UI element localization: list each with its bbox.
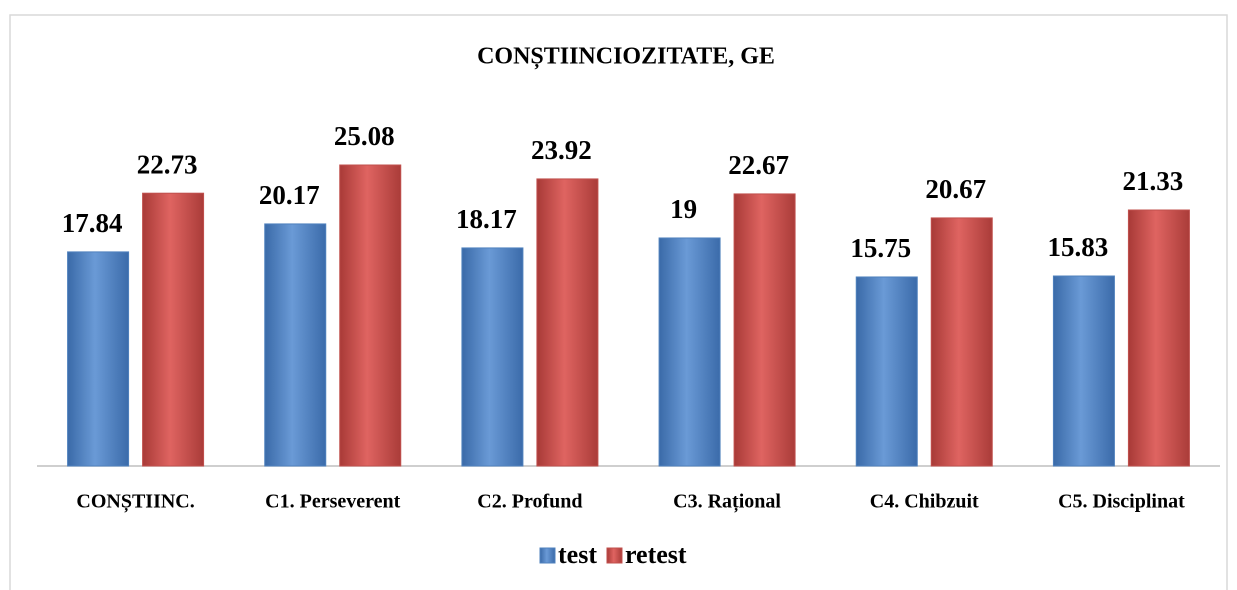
x-tick-label: C3. Rațional xyxy=(673,491,781,514)
frame xyxy=(9,14,1228,590)
legend-label: test xyxy=(558,540,597,569)
data-label: 15.75 xyxy=(850,233,911,263)
bar xyxy=(733,193,796,467)
bar xyxy=(1127,209,1190,467)
x-tick-label: C5. Disciplinat xyxy=(1058,491,1185,513)
data-label: 23.92 xyxy=(531,135,592,165)
data-label: 20.67 xyxy=(925,174,986,204)
legend-swatch xyxy=(606,547,623,564)
bar xyxy=(855,276,918,467)
x-tick-label: CONȘTIINC. xyxy=(76,491,194,514)
data-label: 19 xyxy=(670,194,697,224)
bar xyxy=(1052,275,1115,467)
bar xyxy=(67,251,130,467)
data-label: 22.67 xyxy=(728,150,789,180)
bar xyxy=(930,217,993,467)
bar xyxy=(536,178,599,467)
bar xyxy=(339,164,402,467)
data-label: 20.17 xyxy=(259,180,320,210)
legend-swatch xyxy=(539,547,556,564)
bar xyxy=(142,192,205,467)
bar xyxy=(461,247,524,467)
data-label: 17.84 xyxy=(62,208,123,238)
x-tick-label: C4. Chibzuit xyxy=(870,491,979,513)
x-tick-label: C1. Perseverent xyxy=(265,491,400,513)
data-label: 15.83 xyxy=(1048,232,1109,262)
bar xyxy=(658,237,721,467)
bar xyxy=(264,223,327,467)
data-label: 22.73 xyxy=(137,149,198,179)
legend-label: retest xyxy=(625,540,687,569)
chart-title: CONȘTIINCIOZITATE, GE xyxy=(477,44,775,70)
data-label: 18.17 xyxy=(456,204,517,234)
data-label: 25.08 xyxy=(334,121,395,151)
x-tick-label: C2. Profund xyxy=(477,491,582,513)
data-label: 21.33 xyxy=(1123,166,1184,196)
